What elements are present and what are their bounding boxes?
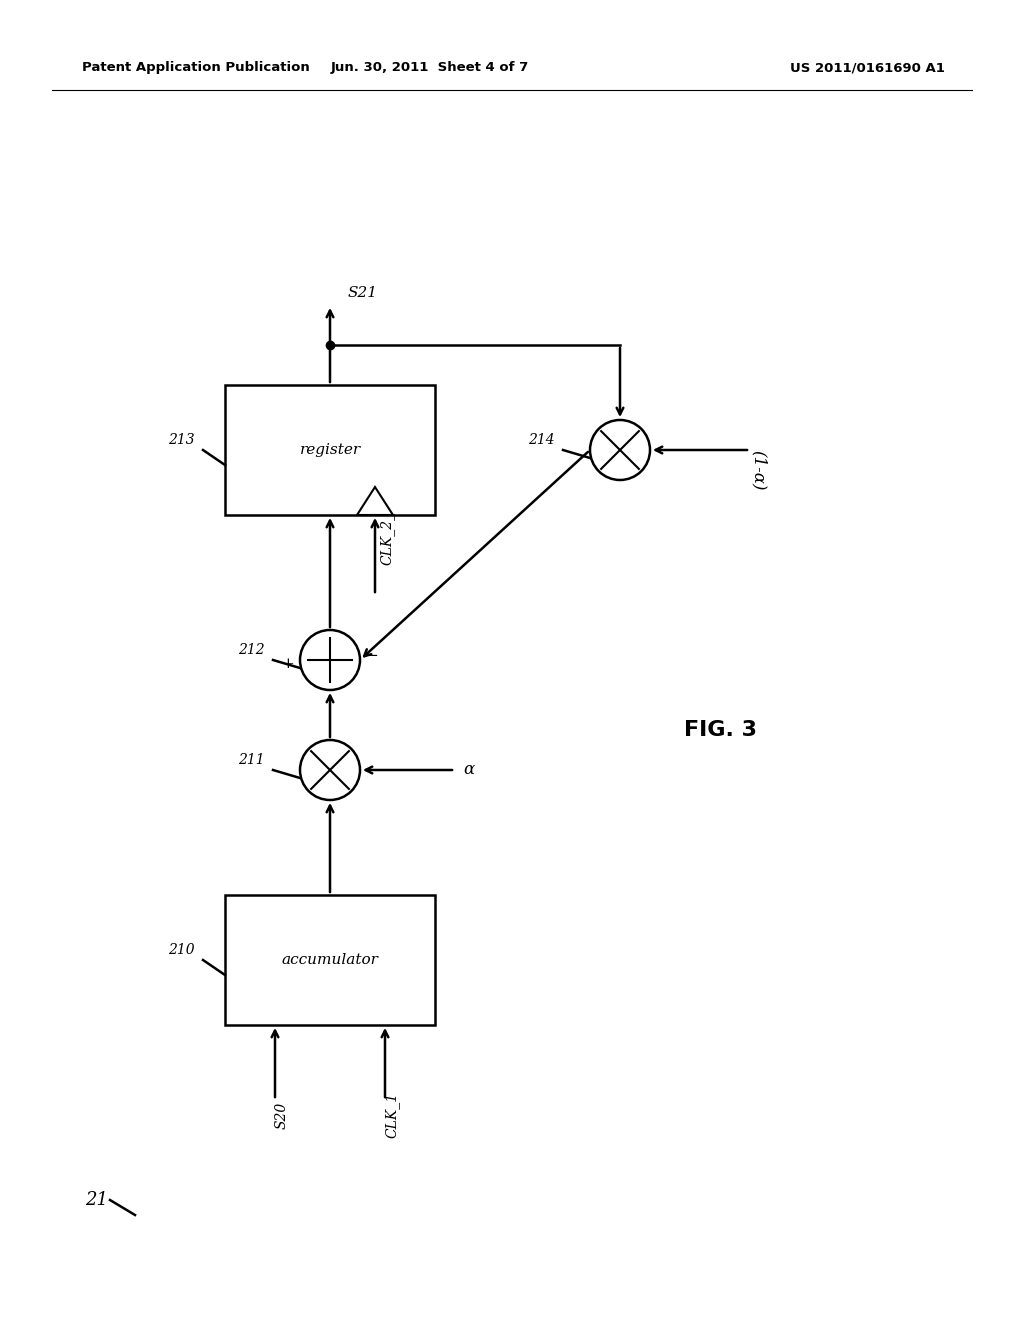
Text: 213: 213: [168, 433, 195, 447]
Text: CLK_1: CLK_1: [385, 1092, 400, 1138]
Text: US 2011/0161690 A1: US 2011/0161690 A1: [791, 62, 945, 74]
Circle shape: [590, 420, 650, 480]
Bar: [225, 385, 435, 515]
Text: 214: 214: [528, 433, 555, 447]
Text: Patent Application Publication: Patent Application Publication: [82, 62, 309, 74]
Text: −: −: [365, 649, 378, 663]
Text: +: +: [282, 657, 294, 671]
Text: Jun. 30, 2011  Sheet 4 of 7: Jun. 30, 2011 Sheet 4 of 7: [331, 62, 529, 74]
Circle shape: [300, 741, 360, 800]
Text: CLK_2_: CLK_2_: [380, 512, 394, 565]
Polygon shape: [357, 487, 393, 515]
Circle shape: [300, 630, 360, 690]
Bar: [225, 895, 435, 1026]
Text: register: register: [299, 444, 360, 457]
Text: 210: 210: [168, 942, 195, 957]
Text: FIG. 3: FIG. 3: [683, 719, 757, 741]
Text: S20: S20: [275, 1101, 289, 1129]
Text: α: α: [463, 762, 474, 779]
Text: 212: 212: [239, 643, 265, 657]
Text: (1-α): (1-α): [750, 450, 767, 491]
Text: 21: 21: [85, 1191, 108, 1209]
Text: 211: 211: [239, 752, 265, 767]
Text: S21: S21: [348, 286, 378, 300]
Text: accumulator: accumulator: [282, 953, 379, 968]
